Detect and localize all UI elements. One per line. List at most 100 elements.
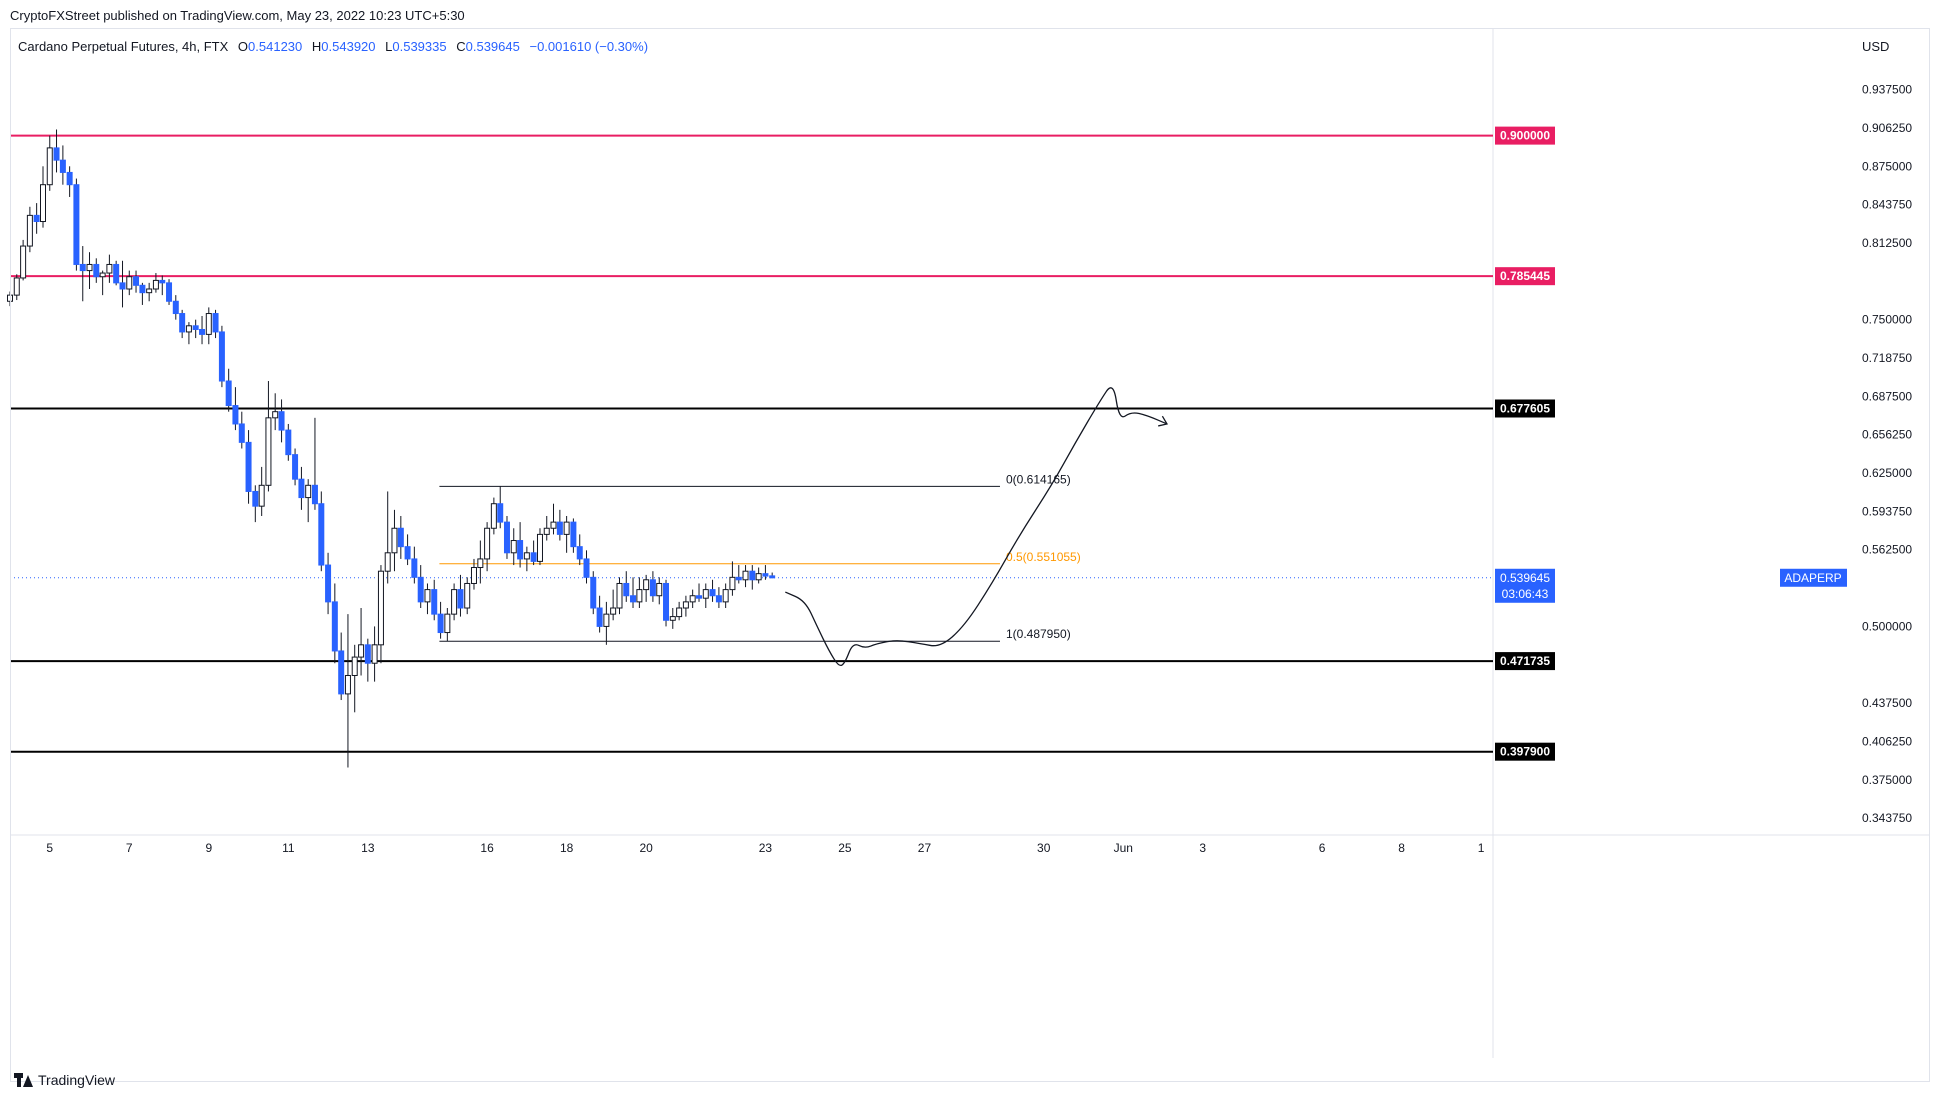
y-tick-label: 0.406250 bbox=[1862, 734, 1912, 748]
candle-body bbox=[643, 579, 650, 591]
candle-body bbox=[663, 582, 670, 621]
candle-body bbox=[218, 331, 225, 382]
y-tick-label: 0.718750 bbox=[1862, 351, 1912, 365]
y-tick-label: 0.906250 bbox=[1862, 121, 1912, 135]
candle-body bbox=[33, 214, 40, 223]
legend-open-value: 0.541230 bbox=[248, 39, 303, 54]
candle-body bbox=[126, 276, 133, 290]
x-tick-label: 11 bbox=[282, 841, 295, 855]
candle-body bbox=[696, 595, 703, 599]
x-tick-label: 8 bbox=[1398, 841, 1405, 855]
candle-body bbox=[179, 313, 186, 333]
candle-body bbox=[749, 570, 756, 581]
candle-body bbox=[649, 579, 656, 597]
candle-body bbox=[185, 325, 192, 333]
candle-body bbox=[199, 328, 206, 335]
projection-layer bbox=[785, 387, 1168, 667]
candle-body bbox=[424, 589, 431, 603]
y-tick-label: 0.375000 bbox=[1862, 773, 1912, 787]
candle-body bbox=[755, 573, 762, 581]
fib-label: 1(0.487950) bbox=[1006, 627, 1071, 641]
x-tick-label: 7 bbox=[126, 841, 133, 855]
legend-close-label: C bbox=[456, 39, 466, 54]
candle-body bbox=[596, 607, 603, 627]
candle-body bbox=[470, 567, 477, 584]
legend-high-value: 0.543920 bbox=[321, 39, 376, 54]
candle-body bbox=[39, 184, 46, 223]
candle-body bbox=[172, 300, 179, 315]
y-tick-label: 0.593750 bbox=[1862, 504, 1912, 518]
level-tag-label: 0.677605 bbox=[1500, 401, 1550, 415]
legend-low-label: L bbox=[385, 39, 393, 54]
candle-body bbox=[212, 313, 219, 333]
x-tick-label: 25 bbox=[838, 841, 852, 855]
candle-body bbox=[464, 582, 471, 609]
candle-body bbox=[517, 540, 524, 560]
symbol-tag bbox=[1780, 568, 1847, 587]
candle-body bbox=[311, 484, 318, 505]
x-tick-label: 9 bbox=[205, 841, 212, 855]
candle-body bbox=[397, 527, 404, 548]
candle-body bbox=[715, 595, 722, 603]
candle-body bbox=[377, 570, 384, 646]
projection-arrowhead bbox=[1158, 415, 1168, 427]
candle-body bbox=[265, 417, 272, 486]
legend-low-value: 0.539335 bbox=[392, 39, 447, 54]
candle-body bbox=[106, 263, 113, 274]
candle-body bbox=[709, 589, 716, 597]
y-tick-label: 0.875000 bbox=[1862, 159, 1912, 173]
candle-body bbox=[152, 279, 159, 290]
fibonacci-layer: 0(0.614165) 0.5(0.551055) 1(0.487950) bbox=[439, 472, 1081, 642]
candle-body bbox=[451, 589, 458, 615]
x-tick-label: 5 bbox=[46, 841, 53, 855]
currency-label: USD bbox=[1862, 39, 1890, 54]
candle-body bbox=[729, 576, 736, 591]
candle-body bbox=[53, 147, 60, 161]
candle-body bbox=[133, 276, 140, 286]
candle-body bbox=[682, 601, 689, 609]
fib-label: 0.5(0.551055) bbox=[1006, 550, 1081, 564]
candle-body bbox=[391, 527, 398, 554]
symbol-legend: Cardano Perpetual Futures, 4h, FTX O0.54… bbox=[18, 39, 648, 54]
candle-body bbox=[384, 552, 391, 572]
y-tick-label: 0.750000 bbox=[1862, 313, 1912, 327]
candle-body bbox=[225, 380, 232, 407]
x-tick-label: 23 bbox=[759, 841, 773, 855]
levels-layer bbox=[10, 134, 1493, 753]
tradingview-logo-icon bbox=[14, 1073, 33, 1087]
candle-body bbox=[46, 147, 53, 186]
candle-body bbox=[769, 575, 776, 579]
legend-symbol: Cardano Perpetual Futures, 4h, FTX bbox=[18, 39, 229, 54]
candle-body bbox=[616, 582, 623, 609]
y-tick-label: 0.937500 bbox=[1862, 83, 1912, 97]
x-tick-label: 27 bbox=[918, 841, 932, 855]
level-tag bbox=[1495, 267, 1555, 286]
candle-body bbox=[245, 441, 252, 492]
candle-body bbox=[13, 277, 20, 296]
candle-body bbox=[676, 607, 683, 618]
fib-label: 0(0.614165) bbox=[1006, 472, 1071, 486]
candle-body bbox=[358, 644, 365, 658]
level-tag-label: 0.785445 bbox=[1500, 269, 1550, 283]
candle-body bbox=[272, 411, 279, 419]
candle-body bbox=[523, 552, 530, 560]
price-tags-layer: 0.900000 0.785445 0.677605 0.471735 0.397900… bbox=[1495, 126, 1847, 761]
y-tick-label: 0.656250 bbox=[1862, 428, 1912, 442]
candle-body bbox=[278, 411, 285, 431]
x-tick-label: 3 bbox=[1199, 841, 1206, 855]
y-axis: 0.937500 0.906250 0.875000 0.843750 0.812500… bbox=[1862, 83, 1912, 826]
y-tick-label: 0.562500 bbox=[1862, 543, 1912, 557]
candle-body bbox=[404, 546, 411, 560]
candle-body bbox=[192, 325, 199, 330]
candle-body bbox=[113, 263, 120, 284]
candle-body bbox=[26, 214, 33, 247]
x-tick-label: 13 bbox=[361, 841, 375, 855]
y-tick-label: 0.500000 bbox=[1862, 619, 1912, 633]
candle-body bbox=[550, 521, 557, 529]
candle-body bbox=[563, 521, 570, 535]
y-tick-label: 0.687500 bbox=[1862, 389, 1912, 403]
candle-body bbox=[735, 576, 742, 581]
candle-body bbox=[20, 245, 27, 279]
legend-change: −0.001610 (−0.30%) bbox=[529, 39, 649, 54]
